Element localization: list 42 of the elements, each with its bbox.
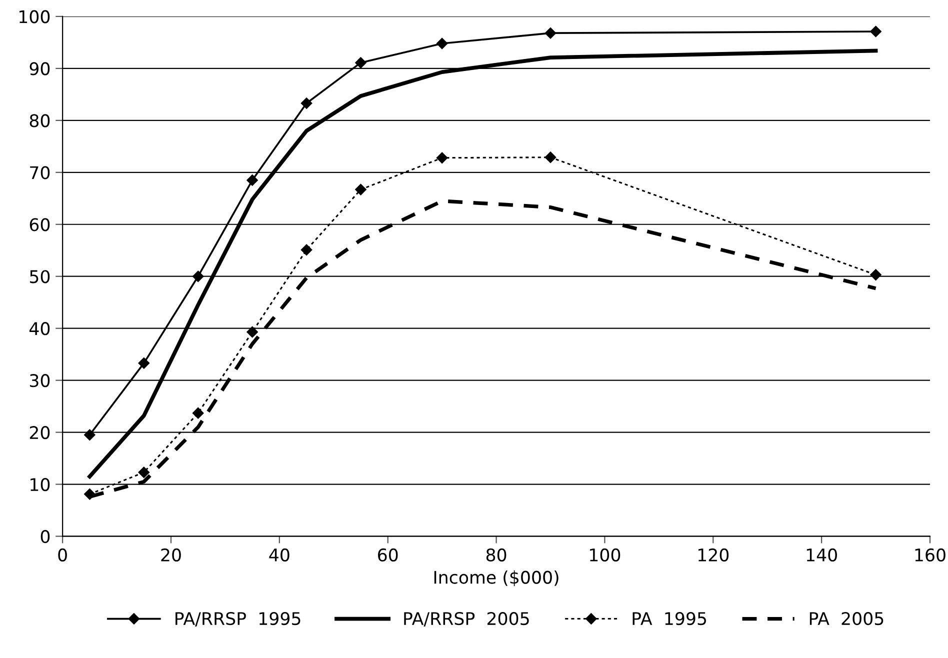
legend-label: PA 1995 [632, 612, 706, 626]
point [436, 38, 448, 50]
x-tick-label: 100 [590, 548, 620, 562]
y-tick-label: 30 [30, 374, 50, 388]
x-tick-label: 140 [806, 548, 837, 562]
y-tick-label: 0 [40, 530, 50, 544]
point [138, 358, 150, 369]
point [436, 152, 448, 164]
x-tick-label: 120 [698, 548, 729, 562]
y-tick-label: 80 [30, 114, 50, 128]
point [300, 244, 312, 256]
legend-label: PA/RRSP 2005 [404, 612, 529, 626]
y-tick-label: 40 [30, 322, 50, 336]
x-tick-label: 40 [269, 548, 290, 562]
x-axis-title: Income ($000) [434, 570, 558, 586]
x-tick-label: 0 [58, 548, 67, 562]
legend-label: PA 2005 [810, 612, 884, 626]
point [246, 326, 258, 338]
point [544, 27, 556, 39]
legend-label: PA/RRSP 1995 [176, 612, 300, 626]
y-tick-label: 20 [30, 426, 50, 440]
point [192, 270, 204, 282]
y-tick-label: 90 [30, 62, 50, 76]
y-tick-label: 100 [20, 10, 50, 24]
y-tick-label: 10 [30, 478, 50, 492]
x-tick-label: 80 [486, 548, 506, 562]
x-tick-label: 160 [915, 548, 946, 562]
x-tick-label: 60 [378, 548, 398, 562]
point [138, 466, 150, 478]
point [355, 184, 366, 196]
point [870, 269, 882, 280]
x-tick-label: 20 [161, 548, 181, 562]
point [870, 26, 882, 38]
point [300, 98, 312, 109]
point [84, 429, 96, 441]
point [246, 174, 258, 186]
y-tick-label: 50 [30, 270, 50, 284]
point [355, 57, 366, 68]
point [192, 407, 204, 419]
y-tick-label: 60 [30, 218, 50, 232]
point [544, 152, 556, 163]
y-tick-label: 70 [30, 166, 50, 180]
